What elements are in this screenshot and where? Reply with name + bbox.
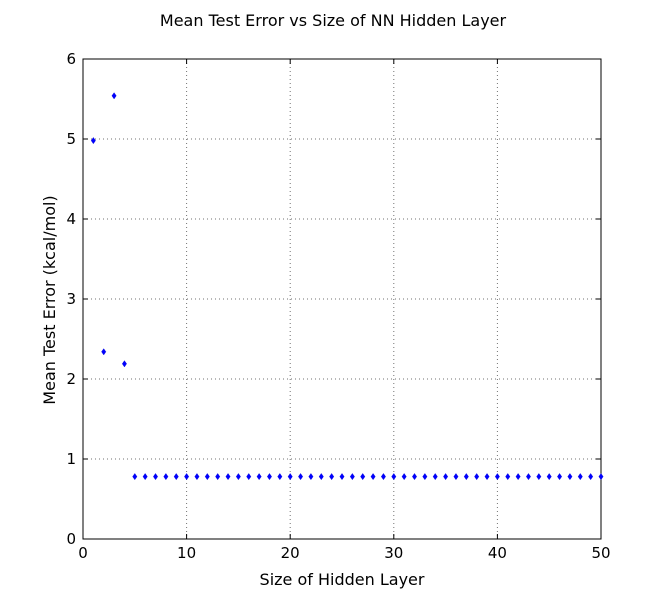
y-tick-label: 3: [66, 290, 76, 308]
data-point: [577, 473, 583, 481]
y-tick-label: 6: [66, 50, 76, 68]
y-tick-label: 4: [66, 210, 76, 228]
data-point: [225, 473, 231, 481]
data-point: [153, 473, 158, 481]
x-tick-labels: 0 10 20 30 40 50: [78, 544, 610, 562]
data-point: [204, 473, 210, 481]
data-point: [298, 473, 303, 481]
data-point: [90, 137, 96, 145]
x-tick-label: 40: [488, 544, 507, 562]
data-point: [194, 473, 200, 481]
data-point: [122, 360, 127, 368]
data-point: [360, 473, 366, 481]
axis-ticks: [82, 58, 602, 540]
data-point: [505, 473, 511, 481]
data-point: [391, 473, 397, 481]
x-tick-label: 20: [281, 544, 300, 562]
x-axis-label: Size of Hidden Layer: [260, 570, 425, 589]
y-tick-label: 1: [66, 450, 76, 468]
data-point: [370, 473, 376, 481]
data-point: [443, 473, 449, 481]
data-point: [184, 473, 190, 481]
y-tick-label: 2: [66, 370, 76, 388]
data-point: [463, 473, 469, 481]
data-point: [453, 473, 459, 481]
data-point: [308, 473, 314, 481]
y-tick-labels: 0 1 2 3 4 5 6: [66, 50, 76, 548]
data-point: [173, 473, 179, 481]
x-tick-label: 50: [591, 544, 610, 562]
data-point: [381, 473, 386, 481]
data-point: [215, 473, 221, 481]
data-point: [101, 348, 107, 356]
grid-lines: [83, 59, 601, 539]
data-point: [567, 473, 573, 481]
data-point: [598, 473, 604, 481]
data-point: [111, 92, 117, 100]
data-point: [349, 473, 355, 481]
data-point: [526, 473, 531, 481]
data-point: [256, 473, 262, 481]
x-tick-label: 30: [384, 544, 403, 562]
data-point: [287, 473, 293, 481]
data-points: [90, 92, 604, 481]
data-point: [277, 473, 283, 481]
data-point: [412, 473, 417, 481]
data-point: [132, 473, 138, 481]
data-point: [494, 473, 500, 481]
data-point: [401, 473, 407, 481]
x-tick-label: 0: [78, 544, 88, 562]
data-point: [536, 473, 542, 481]
chart-title: Mean Test Error vs Size of NN Hidden Lay…: [160, 11, 507, 30]
data-point: [246, 473, 252, 481]
data-point: [432, 473, 438, 481]
data-point: [318, 473, 324, 481]
data-point: [339, 473, 345, 481]
x-tick-label: 10: [177, 544, 196, 562]
y-axis-label: Mean Test Error (kcal/mol): [40, 195, 59, 404]
data-point: [267, 473, 272, 481]
data-point: [235, 473, 241, 481]
y-tick-label: 0: [66, 530, 76, 548]
data-point: [484, 473, 490, 481]
data-point: [142, 473, 148, 481]
y-tick-label: 5: [66, 130, 76, 148]
data-point: [557, 473, 562, 481]
data-point: [329, 473, 335, 481]
data-point: [163, 473, 169, 481]
data-point: [422, 473, 428, 481]
data-point: [588, 473, 594, 481]
data-point: [546, 473, 552, 481]
data-point: [474, 473, 480, 481]
data-point: [515, 473, 521, 481]
